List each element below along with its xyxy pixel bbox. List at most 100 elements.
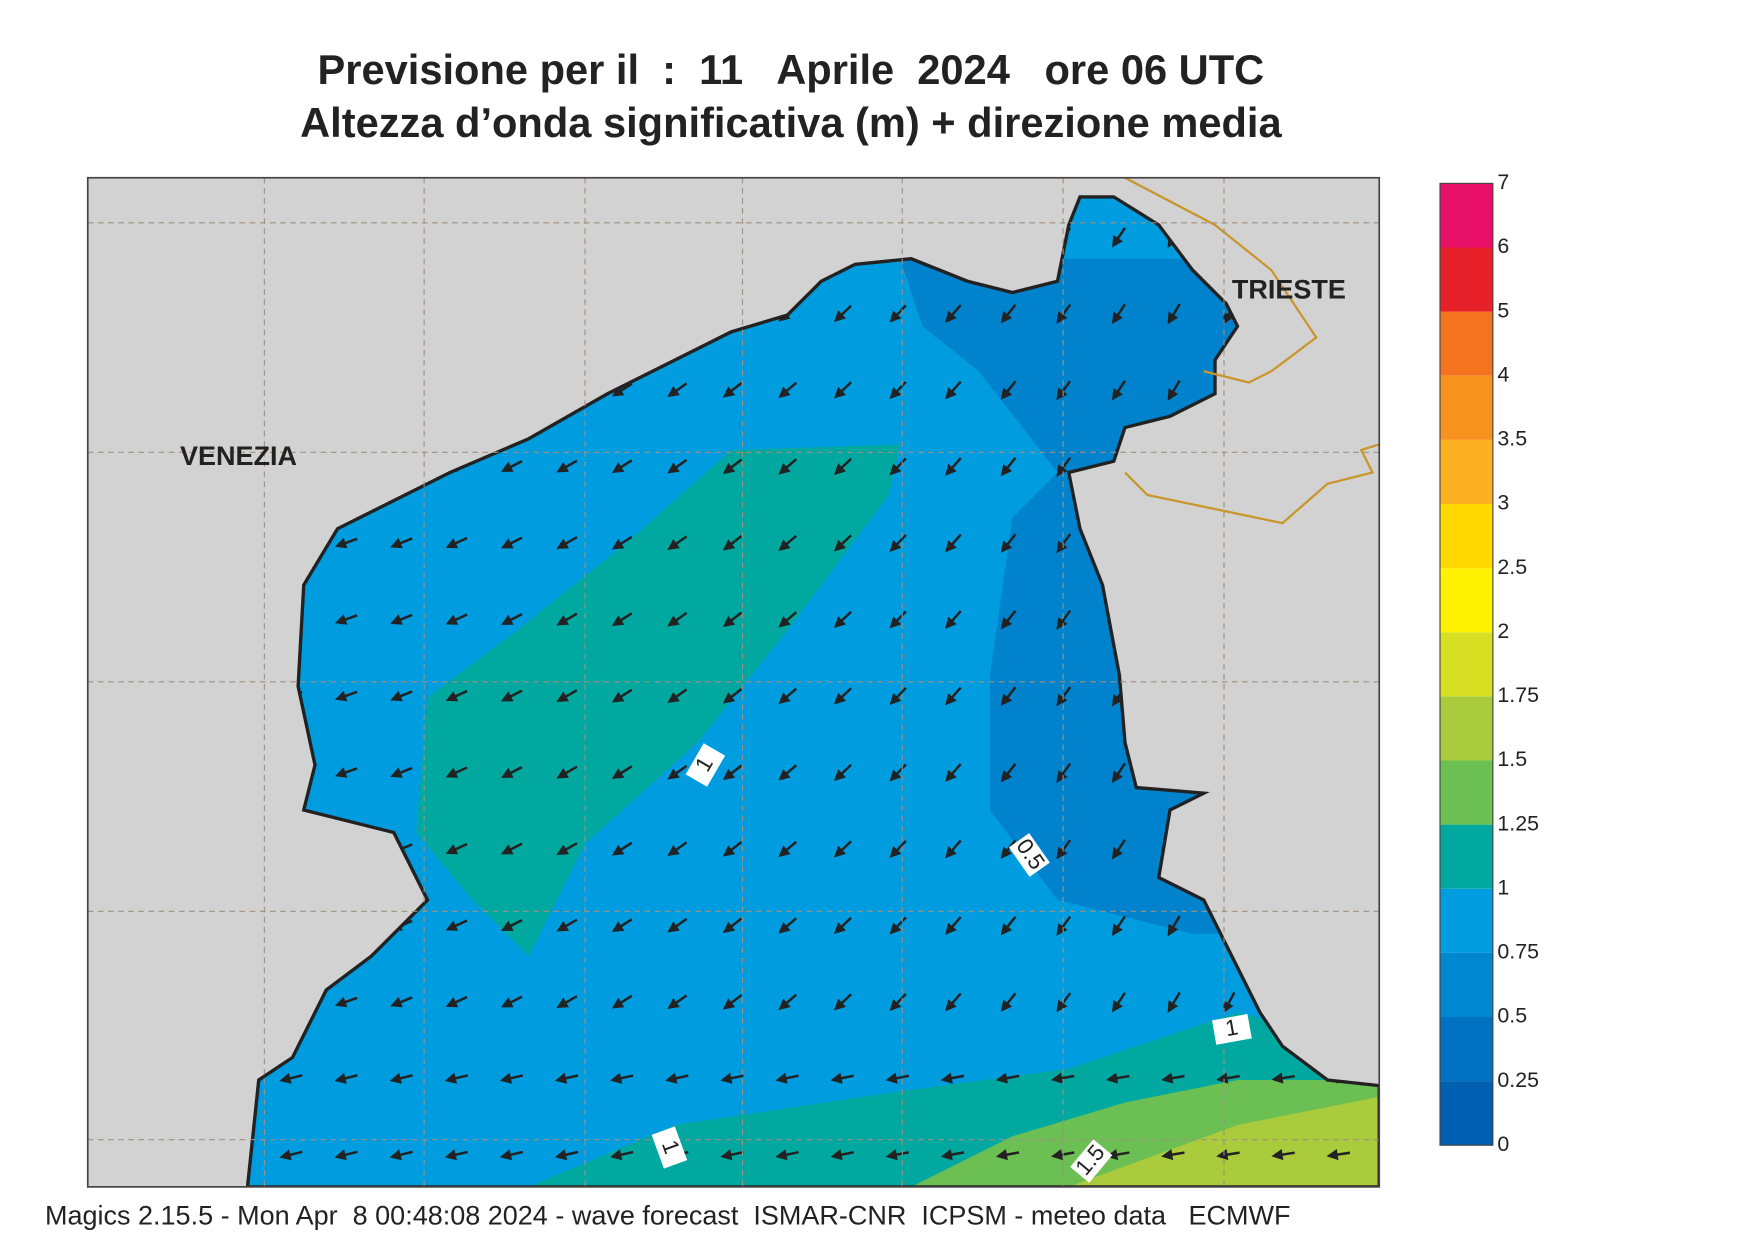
arrow-head xyxy=(610,1072,623,1084)
arrow-head xyxy=(1223,1000,1234,1014)
arrow-head xyxy=(279,1149,292,1161)
arrow-head xyxy=(889,310,902,323)
arrow-head xyxy=(1111,923,1123,937)
arrow-head xyxy=(389,1149,402,1161)
arrow-head xyxy=(1000,387,1013,400)
arrow-head xyxy=(390,537,403,549)
arrow-head xyxy=(778,692,791,705)
arrow-head xyxy=(334,1072,347,1084)
arrow-head xyxy=(1167,311,1179,325)
arrow-head xyxy=(889,463,902,476)
legend-label: 5 xyxy=(1497,298,1509,322)
arrow-head xyxy=(945,922,957,935)
legend-bin xyxy=(1440,439,1493,504)
arrow-head xyxy=(778,768,791,781)
arrow-head xyxy=(722,462,736,475)
arrow-head xyxy=(554,1072,568,1084)
legend-label: 1.75 xyxy=(1497,683,1539,707)
arrow-head xyxy=(556,538,569,549)
arrow-head xyxy=(833,769,846,782)
arrow-head xyxy=(1111,770,1123,784)
border xyxy=(1124,177,1318,384)
arrow-head xyxy=(334,1149,347,1161)
arrow-head xyxy=(390,690,403,702)
arrow-head xyxy=(501,844,514,855)
arrow-head xyxy=(1111,694,1123,707)
arrow-head xyxy=(945,463,957,476)
legend-bin xyxy=(1440,504,1493,569)
legend-label: 2 xyxy=(1497,619,1509,643)
arrow-head xyxy=(778,845,791,858)
arrow-head xyxy=(556,997,569,1008)
arrow-head xyxy=(667,921,680,933)
label-box xyxy=(1211,1014,1252,1045)
arrow-head xyxy=(833,922,846,935)
arrow-head xyxy=(1000,923,1013,936)
arrow-head xyxy=(667,691,680,704)
arrow-head xyxy=(995,1072,1008,1084)
place-label: VENEZIA xyxy=(180,441,297,471)
arrow-head xyxy=(501,691,514,702)
arrow-head xyxy=(889,922,902,935)
legend-bin xyxy=(1440,311,1493,376)
arrow-head xyxy=(1000,540,1013,553)
arrow-head xyxy=(833,463,846,476)
contour-label: 1 xyxy=(1211,1014,1252,1045)
arrow-head xyxy=(833,539,846,552)
arrow-head xyxy=(667,538,680,551)
arrow-head xyxy=(611,921,625,933)
arrow-head xyxy=(722,539,736,551)
arrow-head xyxy=(775,1149,788,1161)
arrow-head xyxy=(778,998,791,1011)
arrow-head xyxy=(556,844,569,855)
arrow-head xyxy=(556,767,569,779)
arrow-head xyxy=(1167,923,1179,937)
arrow-head xyxy=(722,921,736,934)
arrow-head xyxy=(445,997,459,1008)
label-box xyxy=(1070,1139,1113,1183)
legend-label: 2.5 xyxy=(1497,555,1527,579)
legend-bin xyxy=(1440,888,1493,953)
arrow-head xyxy=(1000,846,1013,859)
arrow-head xyxy=(279,1072,292,1084)
legend-label: 1 xyxy=(1497,875,1509,899)
arrow-head xyxy=(833,845,846,858)
arrow-head xyxy=(722,998,736,1010)
arrow-head xyxy=(445,920,459,931)
arrow-head xyxy=(1056,999,1068,1013)
contour-labels: 10.511 1.5 xyxy=(651,743,1252,1183)
arrow-head xyxy=(722,768,736,781)
arrow-head xyxy=(667,997,680,1010)
arrow-head xyxy=(1056,464,1068,477)
legend-label: 0 xyxy=(1497,1132,1509,1156)
arrow-head xyxy=(1223,312,1234,325)
arrow-head xyxy=(611,462,625,474)
legend-label: 7 xyxy=(1497,170,1509,194)
arrow-head xyxy=(501,920,514,931)
arrow-head xyxy=(778,462,791,475)
arrow-head xyxy=(556,691,569,702)
arrow-head xyxy=(499,1149,513,1161)
contour-value: 1 xyxy=(1223,1014,1240,1041)
arrow-head xyxy=(722,692,736,704)
arrow-head xyxy=(611,385,625,397)
legend-bin xyxy=(1440,952,1493,1017)
arrow-head xyxy=(1056,540,1068,554)
arrow-head xyxy=(945,999,957,1012)
arrow-head xyxy=(611,997,625,1009)
label-box xyxy=(651,1126,688,1169)
footer: Magics 2.15.5 - Mon Apr 8 00:48:08 2024 … xyxy=(45,1200,1290,1230)
legend-bin xyxy=(1440,568,1493,633)
arrow-head xyxy=(945,693,957,706)
arrow-head xyxy=(445,538,459,549)
arrow-head xyxy=(611,768,625,780)
arrow-head xyxy=(778,615,791,628)
arrow-head xyxy=(1056,387,1068,401)
arrow-head xyxy=(889,845,902,859)
arrow-head xyxy=(1000,999,1013,1012)
legend-label: 0.5 xyxy=(1497,1004,1527,1028)
arrow-head xyxy=(390,767,403,778)
arrow-head xyxy=(1056,693,1068,707)
arrow-head xyxy=(889,692,902,706)
